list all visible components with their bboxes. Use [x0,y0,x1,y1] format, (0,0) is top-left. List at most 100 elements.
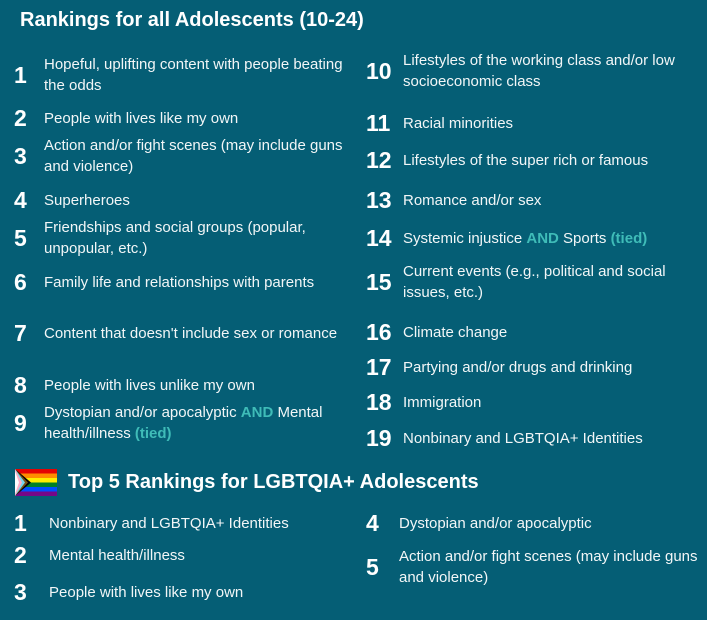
label-text: Racial minorities [403,114,514,132]
rank-label: Climate change [403,322,698,343]
lgbt-ranking-item-5: 5 Action and/or fight scenes (may include… [366,546,699,588]
rank-label: Systemic injustice AND Sports (tied) [403,228,698,249]
rank-label: Content that doesn't include sex or roma… [44,323,344,344]
all-ranking-item-6: 6 Family life and relationships with pare… [14,269,344,296]
rank-number: 2 [14,541,27,568]
rank-number: 7 [14,320,27,346]
rank-label: Lifestyles of the super rich or famous [403,150,698,171]
rank-label: Racial minorities [403,113,698,134]
label-text: Partying and/or drugs and drinking [403,358,633,376]
label-text: Romance and/or sex [403,191,542,209]
rank-number: 3 [14,142,27,169]
all-ranking-item-4: 4 Superheroes [14,187,344,214]
highlight-text: (tied) [134,425,172,442]
rank-label: People with lives like my own [44,108,344,129]
rank-label: People with lives unlike my own [44,375,344,396]
rank-number: 4 [14,186,27,213]
rank-number: 5 [366,553,379,580]
all-ranking-item-16: 16 Climate change [366,319,698,346]
rank-label: Dystopian and/or apocalyptic AND Mental … [44,402,344,444]
rank-label: Lifestyles of the working class and/or l… [403,50,698,92]
label-text: Systemic injustice [403,229,527,247]
rank-label: Superheroes [44,190,344,211]
label-text: Sports [558,229,611,247]
rank-label: Current events (e.g., political and soci… [403,261,698,303]
label-text: Superheroes [44,191,130,209]
label-text: Lifestyles of the super rich or famous [403,151,649,169]
progress-pride-flag-icon [15,469,57,496]
all-ranking-item-13: 13 Romance and/or sex [366,187,698,214]
all-ranking-item-18: 18 Immigration [366,389,698,416]
label-text: Hopeful, uplifting content with people b… [44,56,343,94]
rank-label: Friendships and social groups (popular, … [44,217,344,259]
all-ranking-item-8: 8 People with lives unlike my own [14,372,344,399]
rank-number: 10 [366,57,392,84]
rank-number: 2 [14,104,27,131]
all-rankings-title: Rankings for all Adolescents (10-24) [20,9,364,31]
label-text: People with lives like my own [49,583,244,601]
rank-number: 14 [366,224,392,251]
rank-label: Partying and/or drugs and drinking [403,357,698,378]
label-text: Mental health/illness [49,546,185,564]
label-text: Nonbinary and LGBTQIA+ Identities [403,429,643,447]
all-ranking-item-15: 15 Current events (e.g., political and so… [366,261,698,303]
rank-number: 19 [366,424,392,451]
rank-number: 9 [14,409,27,436]
lgbt-ranking-item-2: 2 Mental health/illness [14,542,349,569]
rank-number: 5 [14,224,27,251]
rank-label: Immigration [403,392,698,413]
lgbt-ranking-item-4: 4 Dystopian and/or apocalyptic [366,510,699,537]
rank-number: 3 [14,578,27,605]
all-ranking-item-3: 3 Action and/or fight scenes (may include… [14,135,344,177]
label-text: Lifestyles of the working class and/or l… [403,52,675,90]
highlight-text: AND [526,229,559,247]
rank-number: 1 [14,509,27,536]
label-text: Action and/or fight scenes (may include … [399,548,698,586]
lgbt-ranking-item-3: 3 People with lives like my own [14,579,349,606]
label-text: Dystopian and/or apocalyptic [399,514,592,532]
rank-number: 1 [14,61,27,88]
label-text: People with lives unlike my own [44,376,255,394]
label-text: Immigration [403,393,482,411]
label-text: Nonbinary and LGBTQIA+ Identities [49,514,289,532]
rank-label: Dystopian and/or apocalyptic [399,513,699,534]
all-ranking-item-7: 7 Content that doesn't include sex or rom… [14,320,344,347]
all-ranking-item-12: 12 Lifestyles of the super rich or famous [366,147,698,174]
rank-label: Action and/or fight scenes (may include … [44,135,344,177]
rank-number: 11 [366,109,391,136]
rank-number: 6 [14,269,27,295]
rank-label: Nonbinary and LGBTQIA+ Identities [49,513,349,534]
all-ranking-item-9: 9 Dystopian and/or apocalyptic AND Mental… [14,402,344,444]
label-text: Mental health/illness [44,404,323,442]
rank-label: Mental health/illness [49,545,349,566]
rank-label: Action and/or fight scenes (may include … [399,546,699,588]
rank-number: 15 [366,268,392,295]
label-text: Family life and relationships with paren… [44,274,315,291]
all-ranking-item-11: 11 Racial minorities [366,110,698,137]
rank-number: 17 [366,353,392,380]
all-ranking-item-17: 17 Partying and/or drugs and drinking [366,354,698,381]
all-ranking-item-5: 5 Friendships and social groups (popular,… [14,217,344,259]
rank-number: 13 [366,186,392,213]
label-text: People with lives like my own [44,109,239,127]
label-text: Friendships and social groups (popular, … [44,219,306,257]
all-ranking-item-19: 19 Nonbinary and LGBTQIA+ Identities [366,425,698,452]
label-text: Dystopian and/or apocalyptic [44,404,241,421]
rank-number: 18 [366,388,392,415]
lgbt-ranking-item-1: 1 Nonbinary and LGBTQIA+ Identities [14,510,349,537]
all-ranking-item-2: 2 People with lives like my own [14,105,344,132]
label-text: Action and/or fight scenes (may include … [44,137,343,175]
rank-label: People with lives like my own [49,582,349,603]
all-ranking-item-1: 1 Hopeful, uplifting content with people … [14,54,344,96]
highlight-text: AND [240,404,274,421]
rank-label: Nonbinary and LGBTQIA+ Identities [403,428,698,449]
label-text: Climate change [403,323,508,341]
rank-number: 12 [366,146,392,173]
rank-number: 8 [14,371,27,398]
all-ranking-item-14: 14 Systemic injustice AND Sports (tied) [366,225,698,252]
label-text: Content that doesn't include sex or roma… [44,325,338,342]
rank-label: Hopeful, uplifting content with people b… [44,54,344,96]
all-ranking-item-10: 10 Lifestyles of the working class and/or… [366,50,698,92]
label-text: Current events (e.g., political and soci… [403,263,666,301]
lgbt-rankings-title: Top 5 Rankings for LGBTQIA+ Adolescents [68,471,479,493]
